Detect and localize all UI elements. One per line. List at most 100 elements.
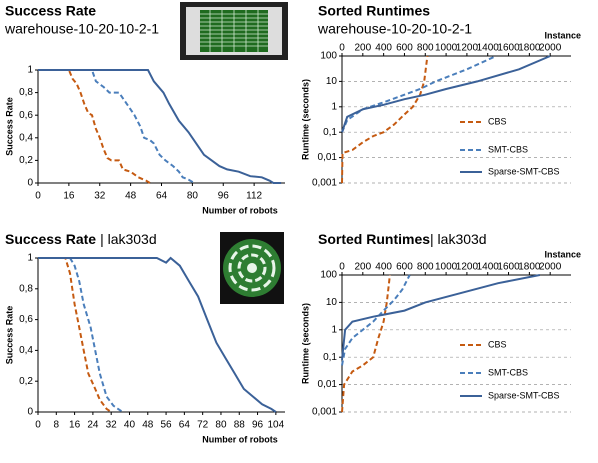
y-tick-label: 1	[27, 253, 33, 264]
x-tick-label: 600	[396, 43, 413, 54]
x-tick-label: 0	[35, 191, 41, 202]
x-tick-label: 1800	[518, 43, 541, 54]
x-tick-label: 200	[354, 43, 371, 54]
chart-subtitle: | lak303d	[430, 231, 487, 247]
x-tick-label: 800	[417, 262, 434, 273]
legend-label: SMT-CBS	[488, 367, 528, 377]
y-tick-label: 0	[27, 407, 33, 418]
series-line	[38, 257, 124, 413]
x-tick-label: 104	[268, 420, 285, 431]
x-tick-label: 1600	[497, 262, 520, 273]
y-tick-label: 0,1	[323, 127, 337, 138]
series-line	[38, 257, 112, 413]
series-line	[341, 55, 551, 133]
x-tick-label: 800	[417, 43, 434, 54]
x-tick-label: 112	[246, 191, 262, 202]
y-axis-label: Runtime (seconds)	[300, 79, 310, 160]
x-tick-label: 96	[252, 420, 264, 431]
series-line	[38, 69, 282, 184]
legend-label: CBS	[488, 116, 507, 126]
y-tick-label: 0,2	[19, 376, 33, 387]
x-tick-label: 40	[124, 420, 136, 431]
x-tick-label: 64	[156, 191, 168, 202]
series-line	[341, 55, 429, 184]
series-line	[341, 274, 540, 361]
legend-label: Sparse-SMT-CBS	[488, 390, 560, 400]
chart-title: Sorted Runtimes	[318, 3, 430, 19]
chart-subtitle: warehouse-10-20-10-2-1	[317, 21, 472, 37]
chart-subtitle: warehouse-10-20-10-2-1	[4, 21, 159, 37]
y-tick-label: 1	[27, 65, 33, 76]
series-line	[341, 274, 391, 413]
series-line	[38, 69, 151, 184]
x-tick-label: 72	[197, 420, 209, 431]
y-axis-label: Success Rate	[4, 306, 14, 365]
lak303d-thumbnail	[220, 232, 284, 304]
y-tick-label: 0,8	[19, 283, 33, 294]
x-tick-label: 80	[187, 191, 199, 202]
x-tick-label: 32	[94, 191, 106, 202]
x-tick-label: 96	[218, 191, 230, 202]
y-tick-label: 0	[27, 178, 33, 189]
y-tick-label: 0,4	[19, 132, 33, 143]
y-tick-label: 1	[331, 324, 337, 335]
x-tick-label: 2000	[539, 262, 562, 273]
series-line	[341, 55, 497, 133]
x-axis-label: Number of robots	[202, 434, 278, 444]
x-tick-label: 0	[35, 420, 41, 431]
x-tick-label: 2000	[539, 43, 562, 54]
y-tick-label: 0,2	[19, 155, 33, 166]
legend-label: SMT-CBS	[488, 144, 528, 154]
y-tick-label: 0,001	[312, 407, 337, 418]
x-tick-label: 80	[215, 420, 227, 431]
y-tick-label: 10	[326, 76, 338, 87]
x-tick-label: 24	[87, 420, 99, 431]
chart-subtitle: | lak303d	[100, 231, 157, 247]
chart-title: Success Rate	[5, 3, 96, 19]
y-tick-label: 0,4	[19, 345, 33, 356]
y-axis-label: Success Rate	[4, 97, 14, 156]
x-tick-label: 32	[106, 420, 118, 431]
y-tick-label: 0,01	[318, 379, 338, 390]
x-tick-label: 1400	[477, 43, 500, 54]
x-tick-label: 1200	[456, 43, 479, 54]
legend-label: Sparse-SMT-CBS	[488, 166, 560, 176]
x-tick-label: 64	[179, 420, 191, 431]
series-line	[38, 256, 277, 413]
x-tick-label: 1800	[518, 262, 541, 273]
x-axis-label: Number of robots	[202, 205, 278, 215]
x-tick-label: 8	[54, 420, 60, 431]
x-tick-label: 400	[375, 43, 392, 54]
warehouse-thumbnail	[180, 2, 288, 60]
y-tick-label: 100	[320, 51, 337, 62]
chart-title-main: Sorted Runtimes	[318, 231, 430, 247]
x-tick-label: 16	[63, 191, 75, 202]
y-tick-label: 0,8	[19, 87, 33, 98]
x-tick-label: 600	[396, 262, 413, 273]
x-tick-label: 0	[339, 43, 345, 54]
x-tick-label: 48	[125, 191, 137, 202]
series-line	[341, 274, 411, 366]
series-line	[38, 69, 195, 184]
y-tick-label: 0,6	[19, 110, 33, 121]
y-tick-label: 0,01	[318, 152, 338, 163]
x-tick-label: 16	[69, 420, 81, 431]
x-tick-label: 400	[375, 262, 392, 273]
x-tick-label: 88	[234, 420, 246, 431]
x-tick-label: 0	[339, 262, 345, 273]
y-tick-label: 0,6	[19, 314, 33, 325]
y-axis-label: Runtime (seconds)	[300, 303, 310, 384]
x-tick-label: 1600	[497, 43, 520, 54]
x-tick-label: 48	[142, 420, 154, 431]
y-tick-label: 0,001	[312, 178, 337, 189]
x-axis-label: Instance	[544, 249, 581, 259]
chart-title-main: Success Rate	[5, 231, 96, 247]
chart-title: Sorted Runtimes| lak303d	[318, 231, 487, 247]
legend-label: CBS	[488, 339, 507, 349]
y-tick-label: 0,1	[323, 352, 337, 363]
x-axis-label: Instance	[544, 30, 581, 40]
x-tick-label: 1200	[456, 262, 479, 273]
x-tick-label: 1400	[477, 262, 500, 273]
